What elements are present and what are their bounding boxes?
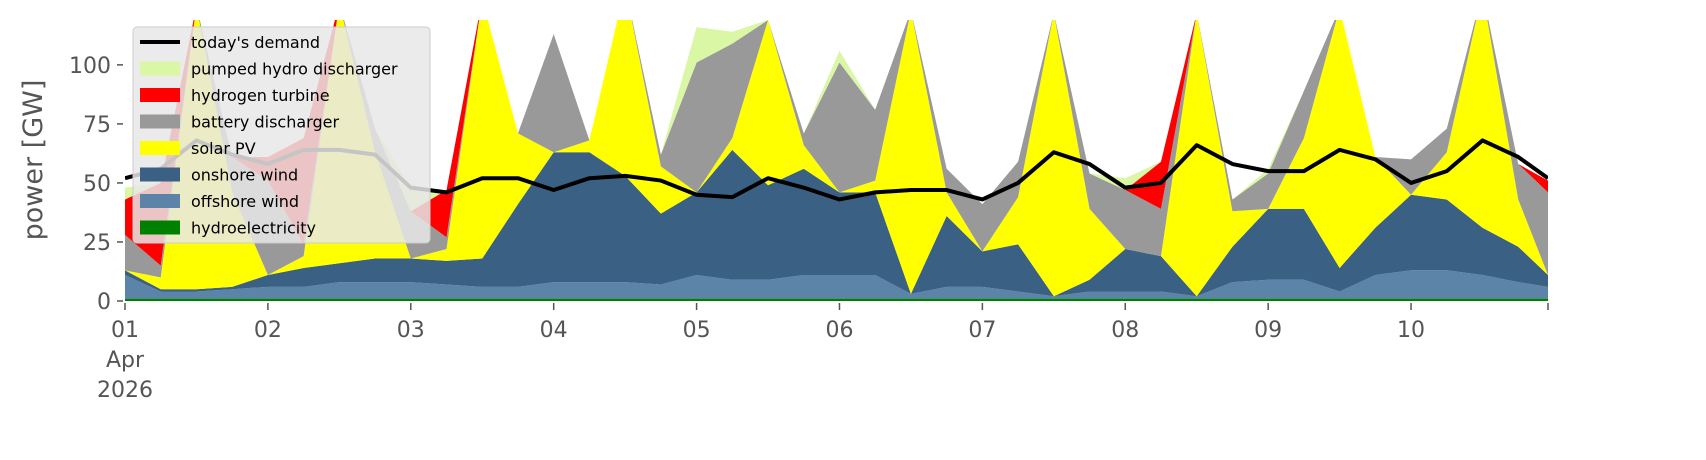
axes: 0 25 50 75 100 01 Apr 2026 02 03 04 05 06 07 08 09 10 xyxy=(69,54,1549,403)
x-tick-label: 02 xyxy=(254,318,282,343)
x-tick-label: 07 xyxy=(968,318,996,343)
area xyxy=(125,270,1548,299)
x-tick-label: 04 xyxy=(540,318,568,343)
legend-box xyxy=(132,26,431,244)
legend-swatch xyxy=(140,88,180,102)
x-tick-label: 03 xyxy=(397,318,425,343)
legend-label: hydrogen turbine xyxy=(191,86,330,105)
x-tick-label: 06 xyxy=(825,318,853,343)
legend-label: battery discharger xyxy=(191,113,339,132)
x-tick-label: 05 xyxy=(683,318,711,343)
x-tick-label: 09 xyxy=(1254,318,1282,343)
legend-swatch xyxy=(140,220,180,235)
legend-label: offshore wind xyxy=(191,192,299,211)
legend: today's demand pumped hydro discharger hyd… xyxy=(132,26,431,244)
y-tick-label: 0 xyxy=(97,290,111,315)
legend-swatch xyxy=(140,114,180,129)
area xyxy=(125,298,1548,301)
area xyxy=(125,149,1548,297)
legend-swatch xyxy=(140,141,180,155)
legend-label: onshore wind xyxy=(191,166,298,185)
area xyxy=(125,20,1548,278)
legend-swatch xyxy=(140,194,180,208)
legend-label: solar PV xyxy=(191,139,256,158)
legend-label: today's demand xyxy=(191,33,320,52)
y-tick-label: 50 xyxy=(83,172,111,197)
area xyxy=(125,20,1548,297)
x-tick-label: 10 xyxy=(1397,318,1425,343)
y-axis-label: power [GW] xyxy=(18,80,49,241)
legend-label: hydroelectricity xyxy=(191,219,316,238)
legend-swatch xyxy=(140,167,180,182)
x-tick-label: 08 xyxy=(1111,318,1139,343)
y-tick-label: 25 xyxy=(83,231,111,256)
x-tick-label: 01 Apr 2026 xyxy=(97,318,153,403)
y-tick-label: 100 xyxy=(69,54,111,79)
legend-label: pumped hydro discharger xyxy=(191,60,398,79)
y-tick-label: 75 xyxy=(83,113,111,138)
legend-swatch xyxy=(140,61,180,76)
area xyxy=(125,20,1548,212)
